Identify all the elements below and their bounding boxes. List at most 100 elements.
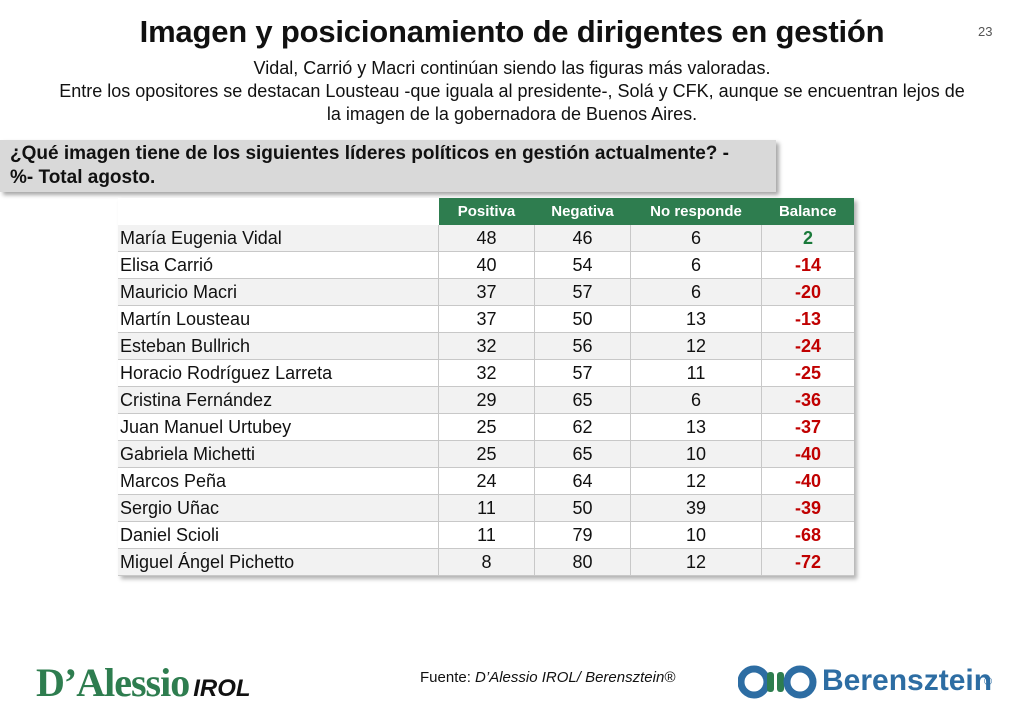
negativa-cell: 54 [534,251,631,279]
negativa-cell: 57 [534,359,631,387]
table-row: Elisa Carrió 40 54 6 -14 [118,251,854,279]
header-negativa: Negativa [534,198,631,225]
positiva-cell: 37 [438,278,535,306]
dalessio-logo: D’Alessio IROL [36,659,251,706]
balance-cell: 2 [761,225,854,252]
dalessio-logo-main: D’Alessio [36,660,190,705]
negativa-cell: 57 [534,278,631,306]
berensztein-logo-text: Berensztein [822,664,993,697]
leader-name-cell: Juan Manuel Urtubey [118,413,439,441]
table-row: Marcos Peña 24 64 12 -40 [118,467,854,495]
balance-cell: -25 [761,359,854,387]
table-row: Mauricio Macri 37 57 6 -20 [118,278,854,306]
leader-name-cell: Esteban Bullrich [118,332,439,360]
no-responde-cell: 6 [630,386,762,414]
subtitle-line-3: la imagen de la gobernadora de Buenos Ai… [326,104,698,124]
negativa-cell: 64 [534,467,631,495]
balance-cell: -40 [761,440,854,468]
subtitle-line-1: Vidal, Carrió y Macri continúan siendo l… [253,58,771,78]
leader-name-cell: Elisa Carrió [118,251,439,279]
negativa-cell: 62 [534,413,631,441]
no-responde-cell: 12 [630,467,762,495]
leader-name-cell: Martín Lousteau [118,305,439,333]
leader-name-cell: Gabriela Michetti [118,440,439,468]
no-responde-cell: 13 [630,305,762,333]
negativa-cell: 50 [534,494,631,522]
no-responde-cell: 10 [630,440,762,468]
leader-name-cell: Daniel Scioli [118,521,439,549]
balance-cell: -39 [761,494,854,522]
source-text: D’Alessio IROL/ Berensztein® [475,669,676,686]
question-box: ¿Qué imagen tiene de los siguientes líde… [0,140,776,192]
positiva-cell: 25 [438,440,535,468]
positiva-cell: 29 [438,386,535,414]
no-responde-cell: 12 [630,548,762,576]
table-row: Horacio Rodríguez Larreta 32 57 11 -25 [118,359,854,387]
table-row: Martín Lousteau 37 50 13 -13 [118,305,854,333]
subtitle-line-2: Entre los opositores se destacan Loustea… [59,81,965,101]
balance-cell: -72 [761,548,854,576]
berensztein-logo-icon [738,665,817,699]
balance-cell: -36 [761,386,854,414]
positiva-cell: 40 [438,251,535,279]
no-responde-cell: 12 [630,332,762,360]
balance-cell: -24 [761,332,854,360]
positiva-cell: 48 [438,225,535,252]
positiva-cell: 25 [438,413,535,441]
header-positiva: Positiva [438,198,535,225]
positiva-cell: 32 [438,359,535,387]
table-row: Sergio Uñac 11 50 39 -39 [118,494,854,522]
table-row: Daniel Scioli 11 79 10 -68 [118,521,854,549]
negativa-cell: 65 [534,440,631,468]
source-label: Fuente: [420,669,471,686]
balance-cell: -37 [761,413,854,441]
table-row: Gabriela Michetti 25 65 10 -40 [118,440,854,468]
source-note: Fuente: D’Alessio IROL/ Berensztein® [420,669,675,686]
table-row: Juan Manuel Urtubey 25 62 13 -37 [118,413,854,441]
leader-name-cell: Mauricio Macri [118,278,439,306]
balance-cell: -13 [761,305,854,333]
header-no-responde: No responde [630,198,762,225]
leader-name-cell: Horacio Rodríguez Larreta [118,359,439,387]
negativa-cell: 56 [534,332,631,360]
table-row: Esteban Bullrich 32 56 12 -24 [118,332,854,360]
negativa-cell: 46 [534,225,631,252]
negativa-cell: 65 [534,386,631,414]
image-table: Positiva Negativa No responde Balance Ma… [118,198,854,576]
no-responde-cell: 10 [630,521,762,549]
negativa-cell: 79 [534,521,631,549]
page-title: Imagen y posicionamiento de dirigentes e… [139,14,885,49]
positiva-cell: 11 [438,521,535,549]
positiva-cell: 11 [438,494,535,522]
balance-cell: -40 [761,467,854,495]
table-row: Miguel Ángel Pichetto 8 80 12 -72 [118,548,854,576]
table-header-row: Positiva Negativa No responde Balance [118,198,854,225]
header-blank-cell [118,198,439,225]
positiva-cell: 8 [438,548,535,576]
no-responde-cell: 13 [630,413,762,441]
positiva-cell: 24 [438,467,535,495]
leader-name-cell: Cristina Fernández [118,386,439,414]
no-responde-cell: 6 [630,225,762,252]
leader-name-cell: Sergio Uñac [118,494,439,522]
no-responde-cell: 11 [630,359,762,387]
negativa-cell: 80 [534,548,631,576]
balance-cell: -20 [761,278,854,306]
subtitle: Vidal, Carrió y Macri continúan siendo l… [0,57,1024,126]
table-row: María Eugenia Vidal 48 46 6 2 [118,225,854,252]
leader-name-cell: Marcos Peña [118,467,439,495]
table-body: María Eugenia Vidal 48 46 6 2 Elisa Carrió 40 5… [118,225,854,576]
balance-cell: -14 [761,251,854,279]
balance-cell: -68 [761,521,854,549]
leader-name-cell: Miguel Ángel Pichetto [118,548,439,576]
table-row: Cristina Fernández 29 65 6 -36 [118,386,854,414]
no-responde-cell: 6 [630,251,762,279]
positiva-cell: 37 [438,305,535,333]
negativa-cell: 50 [534,305,631,333]
positiva-cell: 32 [438,332,535,360]
question-text: ¿Qué imagen tiene de los siguientes líde… [10,143,729,188]
header-balance: Balance [761,198,854,225]
no-responde-cell: 39 [630,494,762,522]
no-responde-cell: 6 [630,278,762,306]
berensztein-logo-reg: ® [984,676,993,688]
